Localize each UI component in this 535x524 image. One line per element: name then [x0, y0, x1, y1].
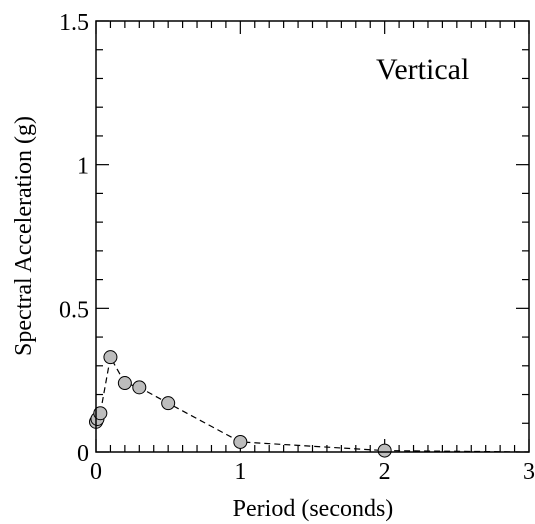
data-point: [161, 396, 176, 411]
series-lines-group: [95, 355, 530, 453]
data-point: [117, 376, 132, 391]
y-tick-label: 1: [77, 154, 89, 180]
x-tick-label: 0: [90, 459, 102, 485]
x-tick-label: 2: [379, 459, 391, 485]
chart-annotation: Vertical: [376, 53, 469, 86]
y-tick-label: 0.5: [59, 297, 89, 323]
data-point: [233, 434, 248, 449]
series-line: [95, 355, 530, 453]
y-tick-label: 0: [77, 441, 89, 467]
x-tick-label: 3: [523, 459, 535, 485]
x-tick-label: 1: [234, 459, 246, 485]
y-axis-title: Spectral Acceleration (g): [11, 116, 37, 356]
data-point: [377, 443, 392, 458]
data-point: [103, 350, 118, 365]
plot-frame: [95, 20, 530, 453]
y-tick-label: 1.5: [59, 10, 89, 36]
data-point: [132, 380, 147, 395]
tick-labels-group: 0 1 2 3 0 0.5 1 1.5: [59, 10, 535, 485]
series-points-group: [89, 350, 392, 458]
data-point: [93, 406, 108, 421]
x-axis-title: Period (seconds): [233, 496, 394, 522]
